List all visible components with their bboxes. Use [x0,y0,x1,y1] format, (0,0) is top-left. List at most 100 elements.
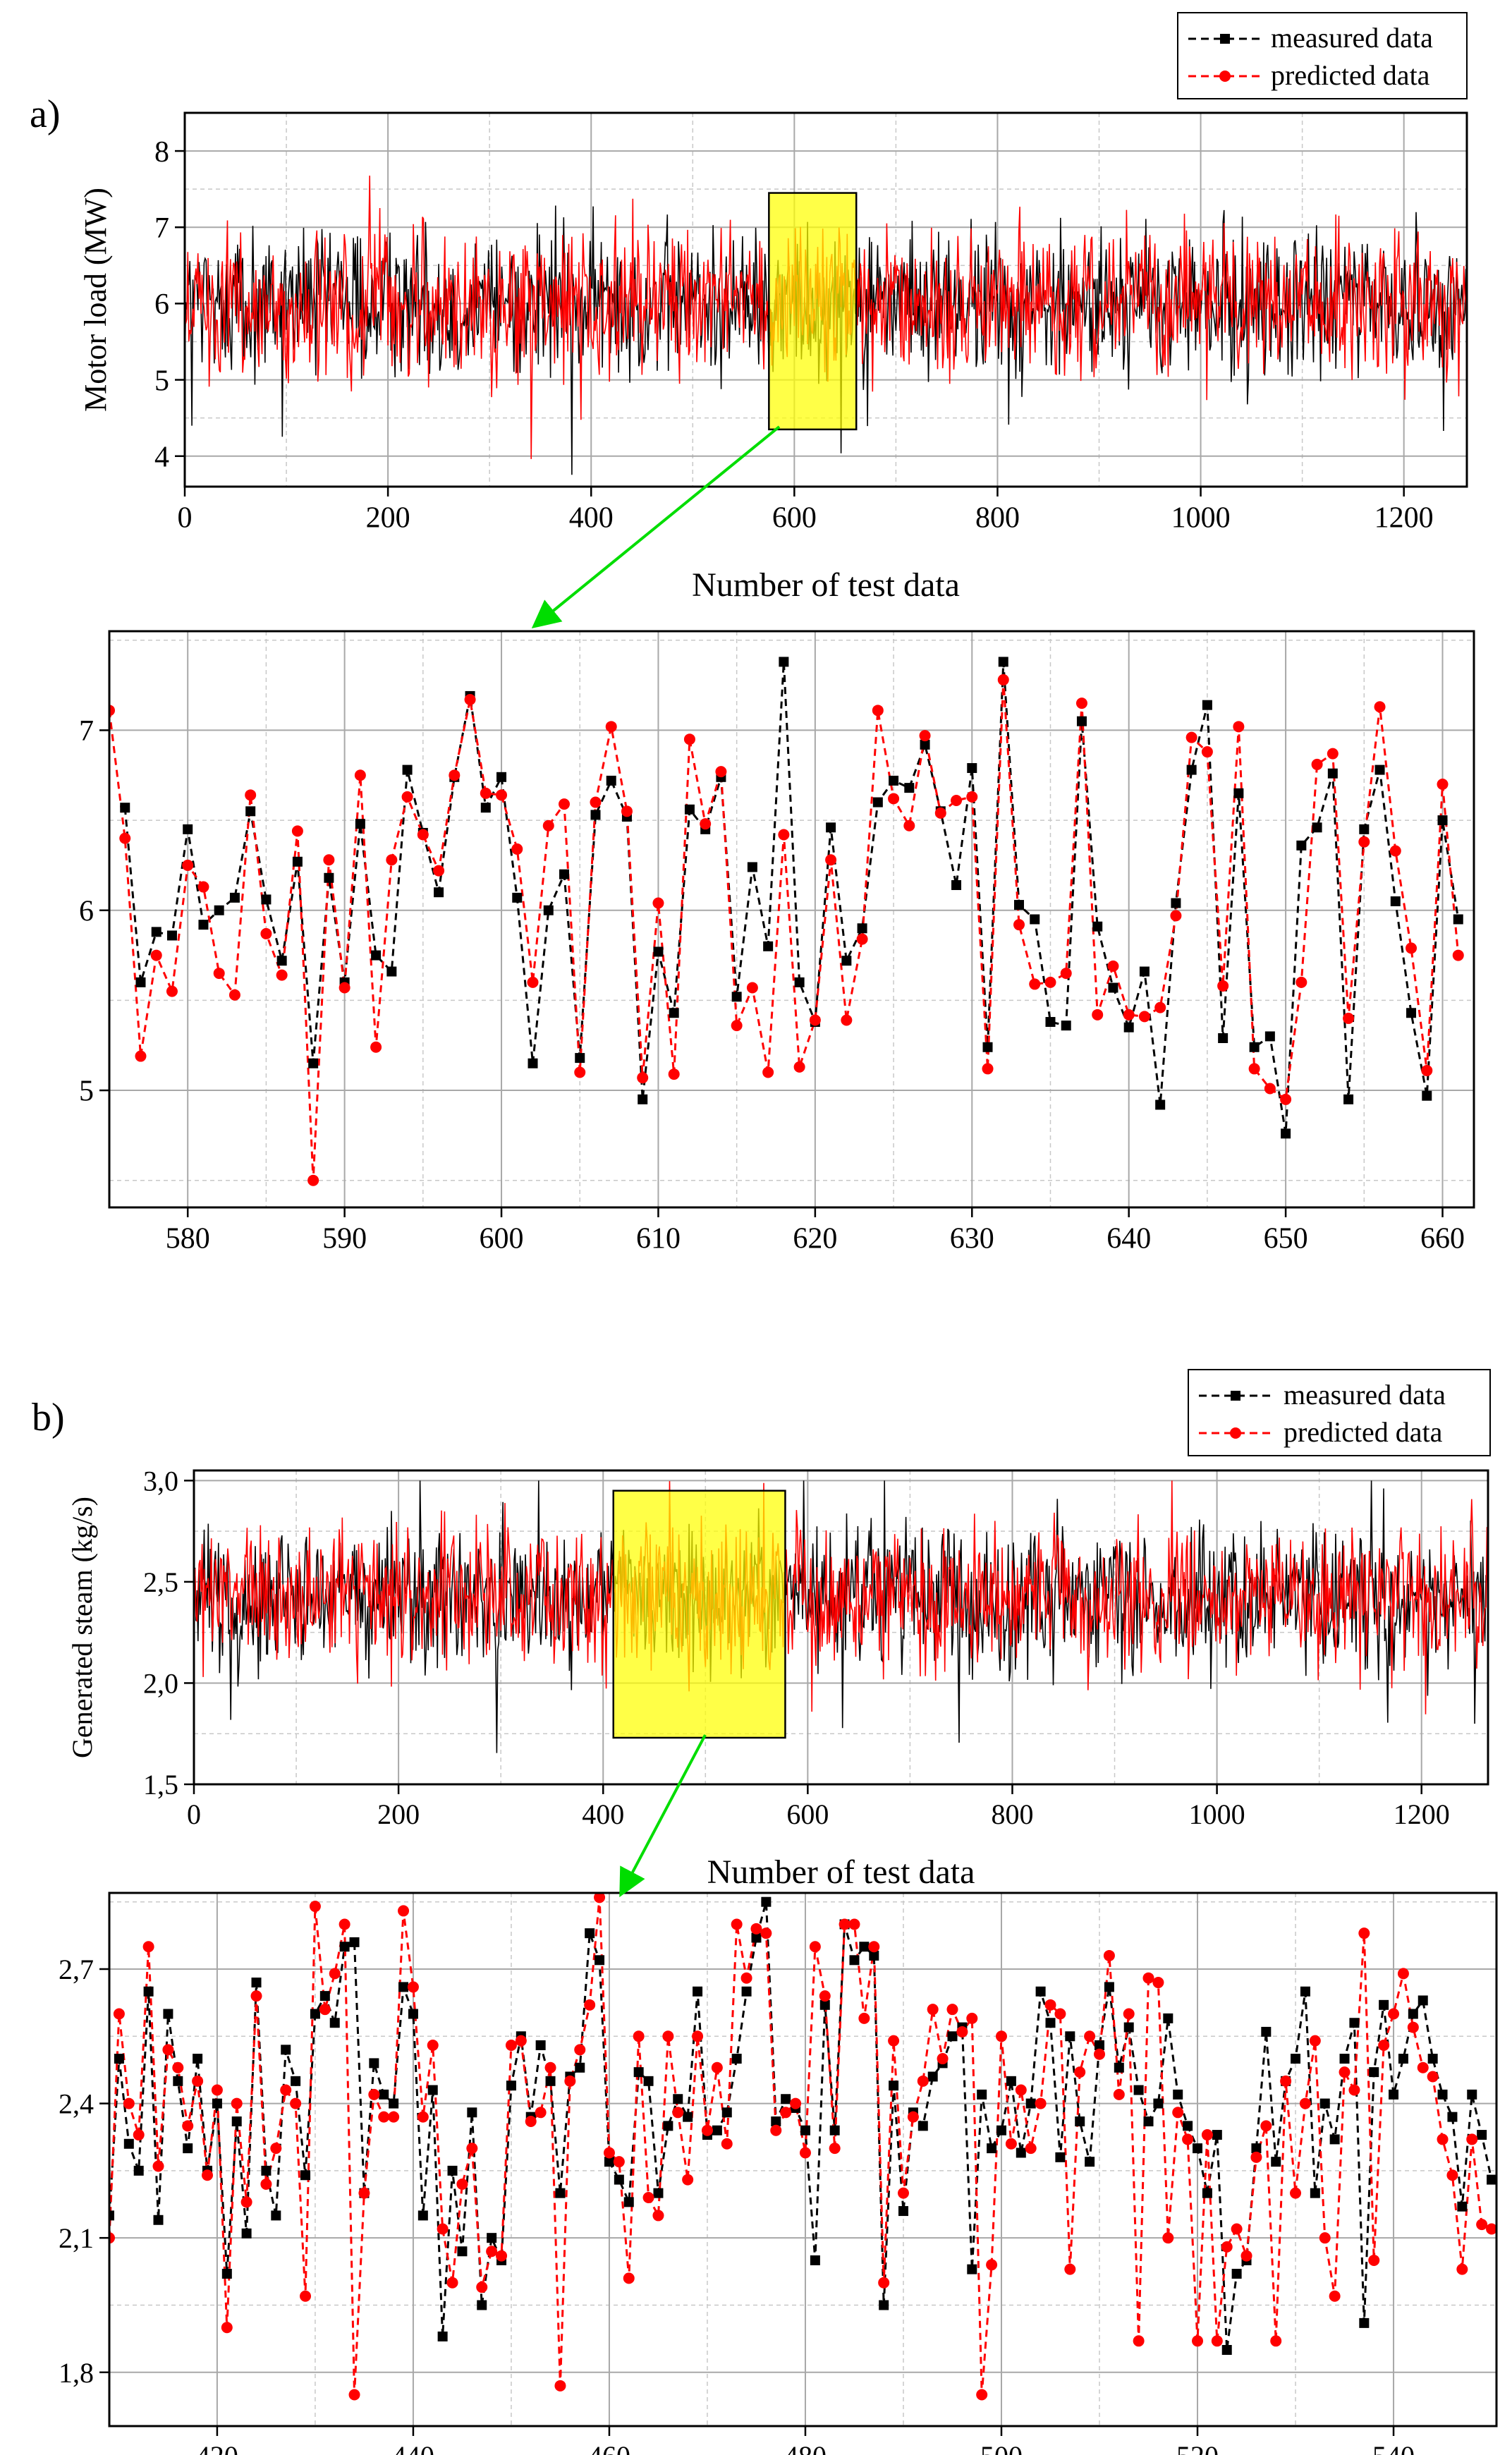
predicted-point [934,807,946,819]
predicted-point [1437,779,1449,791]
predicted-point [486,2246,498,2258]
measured-point [355,819,365,829]
predicted-point [456,2178,468,2190]
measured-point [163,2009,173,2019]
predicted-point [1044,976,1056,988]
predicted-point [260,927,272,939]
predicted-point [917,2075,929,2087]
measured-point [761,1896,772,1907]
predicted-point [525,2116,537,2127]
measured-point [898,2206,908,2217]
predicted-point [778,829,790,841]
predicted-point [211,2084,223,2096]
measured-point [543,905,554,915]
predicted-point [427,2040,439,2051]
predicted-point [590,796,602,808]
predicted-point [652,2210,664,2222]
measured-point [457,2246,468,2257]
plot-content [194,1480,1488,1753]
predicted-point [1035,2097,1047,2109]
measured-point [684,804,695,815]
predicted-point [407,1981,419,1993]
measured-point [947,2031,958,2042]
predicted-point [982,1063,994,1075]
measured-point [1095,2040,1105,2050]
predicted-point [652,897,664,909]
predicted-point [370,1041,382,1053]
predicted-point [976,2389,988,2401]
measured-point [731,992,742,1002]
measured-point [477,2300,487,2310]
measured-point [241,2228,252,2238]
predicted-point [476,2282,488,2293]
predicted-point [1221,2241,1233,2253]
measured-point [1487,2174,1496,2185]
measured-point [408,2009,418,2019]
measured-point [143,1986,154,1997]
measured-point [1055,2152,1066,2162]
predicted-point [907,2111,919,2123]
predicted-point [692,2030,704,2042]
measured-point [1379,1999,1389,2010]
predicted-point [1170,910,1182,922]
legend-a-predicted-label: predicted data [1271,59,1430,91]
predicted-point [152,2160,164,2172]
measured-point [982,1042,993,1052]
predicted-point [1015,2084,1027,2096]
measured-point [1319,2098,1330,2109]
predicted-point [339,982,350,994]
legend-a-predicted-marker [1219,71,1231,82]
measured-point [109,2210,114,2221]
plot-content [109,657,1464,1186]
plot-area [109,1893,1496,2426]
predicted-point [841,1014,853,1026]
predicted-point [633,2030,645,2042]
measured-point [1408,2009,1418,2019]
predicted-point [142,1941,154,1953]
predicted-point [1388,2008,1400,2020]
predicted-point [231,2097,243,2109]
measured-point [1233,788,1244,798]
predicted-point [446,2277,458,2289]
measured-point [693,1986,703,1997]
measured-point [998,657,1008,667]
measured-point [271,2210,281,2221]
measured-point [781,2094,791,2104]
predicted-point [574,1066,586,1078]
predicted-point [1389,845,1401,857]
measured-point [810,2255,820,2265]
predicted-point [202,2169,214,2181]
measured-point [1271,2157,1281,2167]
measured-point [663,2121,673,2131]
measured-point [1422,1090,1432,1101]
x-tick-label: 800 [991,1798,1033,1830]
predicted-point [250,1990,262,2002]
measured-point [977,2089,987,2100]
predicted-point [245,789,257,801]
measured-point [859,1942,870,1952]
y-tick-label: 5 [154,365,169,397]
measured-point [308,1058,319,1068]
predicted-point [642,2192,654,2203]
predicted-point [319,2004,331,2016]
measured-point [1310,2188,1320,2198]
measured-point [379,2089,389,2100]
measured-point [369,2058,379,2069]
predicted-point [1107,960,1119,972]
predicted-point [496,2250,508,2262]
predicted-point [1025,2143,1037,2155]
predicted-point [437,2223,449,2235]
predicted-point [1427,2071,1439,2083]
predicted-point [623,2272,635,2284]
measured-point [1186,764,1197,775]
predicted-point [672,2107,684,2119]
predicted-point [731,1020,743,1032]
measured-point [1171,898,1181,908]
predicted-point [858,2012,870,2024]
measured-point [1359,2317,1370,2328]
measured-point [1092,921,1103,932]
measured-point [1212,2130,1222,2140]
predicted-point [348,2389,360,2401]
measured-point [920,739,930,750]
predicted-point [1231,2223,1243,2235]
